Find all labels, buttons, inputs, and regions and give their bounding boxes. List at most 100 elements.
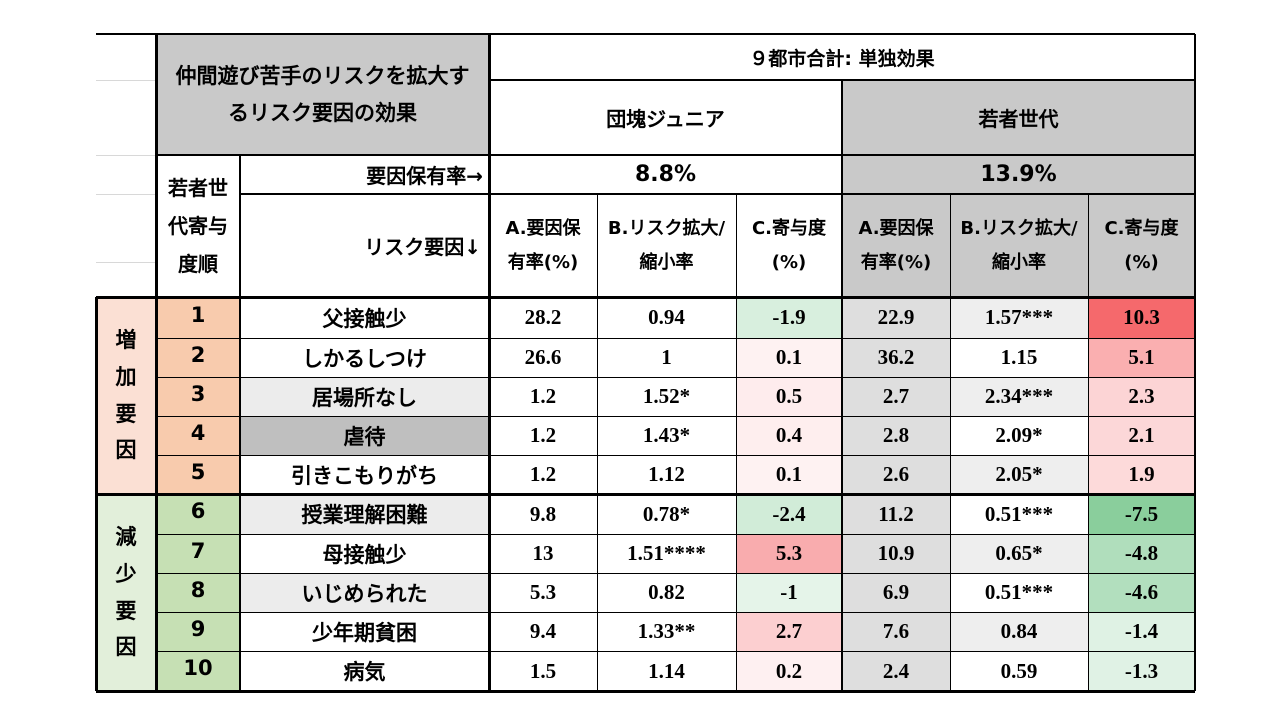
young-contribution: -1.4: [1124, 619, 1159, 643]
factor-left-border: [239, 155, 241, 691]
group-header-bottom: [156, 154, 1195, 156]
junior-ratio: 1: [661, 345, 672, 369]
rank-cell: [156, 297, 240, 338]
rank-cell: [156, 494, 240, 534]
junior-contribution: 0.5: [775, 384, 803, 408]
young-a-cell: [842, 297, 950, 338]
young-rate: 22.9: [877, 305, 915, 329]
young-contribution: 1.9: [1128, 462, 1155, 486]
factor-name: 居場所なし: [312, 385, 417, 410]
column-header: B.リスク拡大/縮小率: [960, 218, 1078, 273]
junior-contribution: -1.9: [772, 305, 806, 329]
column-header: C.寄与度(%): [751, 218, 827, 273]
young-contribution: -1.3: [1124, 658, 1159, 683]
young-b-cell: [950, 377, 1088, 416]
rank-cell: [156, 534, 240, 573]
column-header: B.リスク拡大/縮小率: [607, 218, 726, 273]
junior-contribution-cell: [736, 651, 842, 691]
young-contribution-cell: [1088, 651, 1195, 691]
rank-cell: [156, 612, 240, 651]
junior-contribution: 0.2: [775, 658, 803, 683]
junior-rate: 28.2: [524, 305, 562, 329]
young-contribution-cell: [1088, 455, 1195, 494]
rank-number: 5: [190, 459, 206, 484]
decrease-side-bg: [96, 494, 156, 691]
row-divider: [156, 534, 1195, 535]
factor-cell: [240, 416, 489, 455]
rank-number: 7: [190, 538, 206, 563]
junior-rate: 9.4: [529, 619, 557, 643]
bottom-border: [96, 690, 1195, 693]
junior-contribution: 2.7: [775, 619, 803, 643]
rank-cell: [156, 651, 240, 691]
young-b-cell: [950, 573, 1088, 612]
young-b-cell: [950, 494, 1088, 534]
junior-ratio: 0.82: [648, 580, 685, 604]
young-ratio: 0.51***: [984, 501, 1054, 526]
column-divider: [1088, 194, 1089, 691]
young-ratio: 0.51***: [984, 580, 1054, 604]
junior-rate: 5.3: [529, 580, 557, 604]
young-rate: 36.2: [877, 345, 915, 369]
junior-rate: 1.2: [529, 462, 557, 486]
young-ratio: 1.57***: [984, 305, 1054, 329]
table-title: 仲間遊び苦手のリスクを拡大するリスク要因の効果: [175, 63, 470, 125]
young-rate: 7.6: [882, 619, 910, 643]
young-b-cell: [950, 338, 1088, 377]
junior-rate: 1.5: [529, 658, 557, 683]
young-b-cell: [950, 297, 1088, 338]
column-header: A.要因保有率(%): [505, 218, 581, 273]
young-contribution-cell: [1088, 416, 1195, 455]
young-contribution-cell: [1088, 494, 1195, 534]
young-contribution: 10.3: [1123, 305, 1160, 329]
young-ratio: 0.84: [1000, 619, 1038, 643]
row-divider: [156, 455, 1195, 456]
junior-rate: 1.2: [529, 384, 557, 408]
young-a-cell: [842, 651, 950, 691]
junior-contribution: 0.4: [775, 423, 803, 447]
junior-contribution-cell: [736, 455, 842, 494]
young-a-cell: [842, 612, 950, 651]
young-contribution-cell: [1088, 377, 1195, 416]
rank-header: 若者世代寄与度順: [168, 176, 228, 276]
junior-contribution-cell: [736, 534, 842, 573]
factor-cell: [240, 612, 489, 651]
sheet-gridline: [96, 262, 156, 263]
column-divider: [597, 194, 598, 691]
super-header-bottom: [489, 79, 1195, 81]
young-contribution-cell: [1088, 338, 1195, 377]
young-a-cell: [842, 377, 950, 416]
row-divider: [156, 612, 1195, 613]
young-contribution: -4.8: [1124, 541, 1159, 565]
factor-name: 引きこもりがち: [291, 463, 438, 488]
row-divider: [156, 573, 1195, 574]
junior-contribution: 0.1: [775, 345, 803, 369]
junior-contribution: -1: [780, 580, 798, 604]
junior-contribution-cell: [736, 573, 842, 612]
young-ratio: 0.59: [1000, 658, 1038, 683]
young-a-cell: [842, 455, 950, 494]
junior-ratio: 1.52*: [642, 384, 691, 408]
row-divider: [156, 651, 1195, 652]
rank-cell: [156, 416, 240, 455]
junior-ratio: 1.43*: [642, 423, 691, 447]
row-divider: [156, 338, 1195, 339]
young-a-cell: [842, 416, 950, 455]
rank-cell: [156, 377, 240, 416]
column-divider: [950, 194, 951, 691]
young-ratio: 2.05*: [995, 462, 1043, 486]
young-ratio: 2.09*: [995, 423, 1043, 447]
junior-rate: 1.2: [529, 423, 557, 447]
rank-cell: [156, 573, 240, 612]
factor-name: 母接触少: [322, 542, 407, 567]
rank-number: 4: [190, 420, 206, 445]
sheet-gridline: [96, 80, 156, 81]
junior-contribution: 5.3: [775, 541, 803, 565]
young-a-cell: [842, 494, 950, 534]
young-rate: 6.9: [882, 580, 910, 604]
top-border: [96, 33, 1195, 35]
factor-cell: [240, 534, 489, 573]
young-rate: 2.7: [882, 384, 910, 408]
junior-left-border: [488, 34, 491, 691]
junior-ratio: 1.33**: [637, 619, 696, 643]
